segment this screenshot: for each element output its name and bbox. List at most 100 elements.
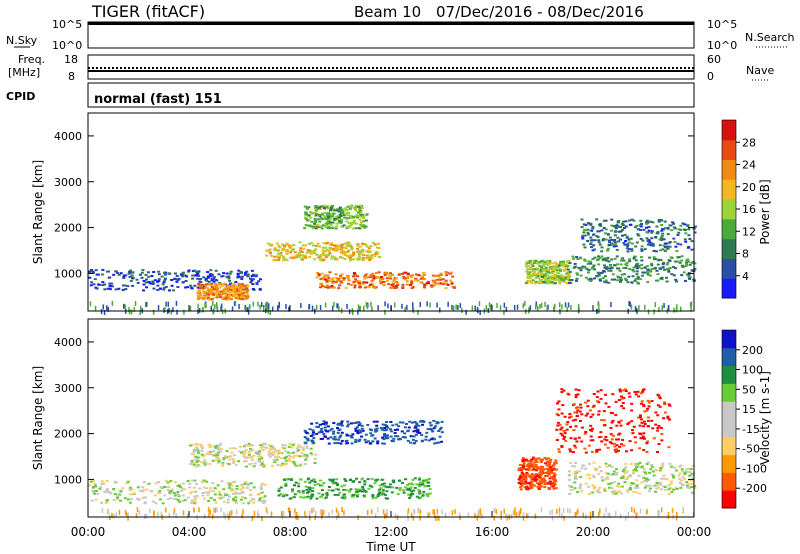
ground-scatter-cell [401,303,403,309]
data-cell [361,488,365,491]
data-cell [354,438,358,441]
data-cell [583,246,587,249]
data-cell [639,278,642,281]
data-cell [604,436,608,438]
data-cell [219,290,223,293]
data-cell [167,497,170,500]
data-cell [374,272,378,275]
data-cell [389,272,392,275]
colorbar-tick-label: 200 [742,344,763,357]
data-cell [353,422,357,424]
data-cell [291,456,295,459]
colorbar-tick-label: 20 [742,181,756,194]
data-cell [537,483,541,486]
data-cell [393,429,397,431]
data-cell [321,277,325,280]
data-cell [206,276,210,279]
colorbar-tick-label: -200 [742,482,767,495]
data-cell [239,488,243,491]
data-cell [394,277,398,280]
data-cell [678,472,682,475]
data-cell [439,278,443,281]
data-cell [337,277,341,280]
data-cell [277,494,281,497]
data-cell [418,478,421,481]
data-cell [366,424,370,426]
data-cell [277,487,281,490]
data-cell [409,494,413,497]
data-cell [640,274,644,277]
data-cell [603,489,607,492]
data-cell [206,271,210,273]
colorbar-swatch [722,139,736,161]
ground-scatter-cell [282,510,284,516]
data-cell [129,269,132,272]
data-cell [629,488,633,491]
ground-scatter-cell [505,306,508,312]
ground-scatter-cell [428,511,431,517]
data-cell [428,488,432,491]
data-cell [401,421,405,424]
data-cell [274,456,278,459]
data-cell [224,294,228,297]
data-cell [241,491,245,494]
data-cell [662,244,666,247]
data-cell [678,465,682,468]
data-cell [568,413,572,415]
data-cell [640,249,644,252]
data-cell [183,488,187,491]
data-cell [645,462,649,465]
data-cell [634,245,638,248]
data-cell [302,496,306,499]
data-cell [583,234,587,237]
data-cell [527,469,531,472]
ground-scatter-cell [479,310,481,315]
ground-scatter-cell [288,507,291,513]
data-cell [643,471,647,474]
ground-scatter-cell [559,302,561,308]
data-cell [620,443,624,446]
ground-scatter-cell [204,302,206,308]
data-cell [650,237,654,240]
data-cell [664,227,667,229]
data-cell [220,284,224,287]
data-cell [559,278,563,281]
data-cell [251,288,255,290]
data-cell [418,431,422,434]
data-cell [410,492,414,494]
data-cell [604,238,608,241]
data-cell [409,482,413,485]
data-cell [151,280,155,283]
data-cell [284,482,288,485]
data-cell [144,281,148,284]
data-cell [643,486,647,489]
data-cell [356,205,360,208]
data-cell [597,410,601,413]
data-cell [359,212,363,215]
data-cell [326,274,330,277]
ground-scatter-cell [257,510,259,516]
ground-scatter-cell [474,513,476,519]
data-cell [574,446,578,449]
data-cell [537,487,541,490]
data-cell [340,276,344,279]
data-cell [321,246,325,249]
data-cell [658,397,662,400]
data-cell [384,485,388,488]
data-cell [522,481,526,484]
data-cell [581,237,585,240]
ground-scatter-cell [261,302,263,308]
data-cell [186,480,190,482]
data-cell [222,457,226,460]
data-cell [145,286,148,289]
data-cell [535,482,539,485]
data-cell [552,464,556,467]
data-cell [293,454,297,457]
data-cell [202,486,206,489]
data-cell [381,491,385,494]
data-cell [103,283,107,286]
data-cell [234,281,238,283]
data-cell [633,462,637,465]
data-cell [277,256,281,258]
data-cell [267,242,271,245]
